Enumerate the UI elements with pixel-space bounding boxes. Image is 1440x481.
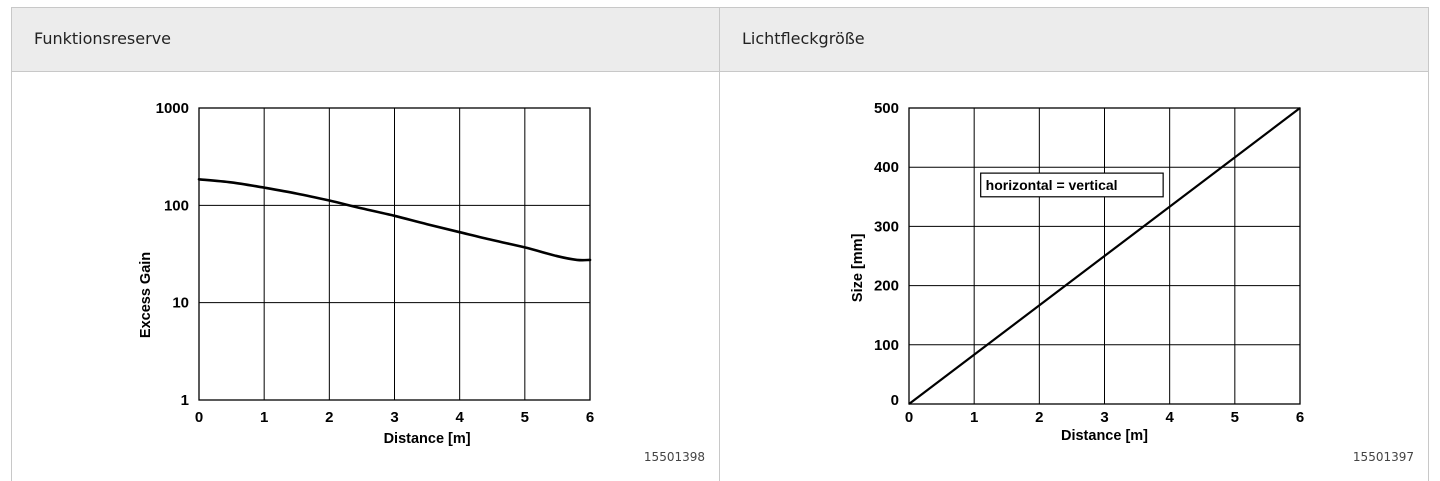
- x-tick-label: 1: [970, 409, 978, 426]
- x-axis-label: Distance [m]: [1061, 428, 1148, 444]
- x-tick-label: 2: [1035, 409, 1043, 426]
- y-tick-label: 300: [874, 218, 899, 235]
- y-tick-label: 0: [891, 392, 899, 409]
- x-tick-label: 6: [1296, 409, 1304, 426]
- x-tick-label: 4: [1165, 409, 1174, 426]
- y-tick-label: 200: [874, 278, 899, 295]
- y-tick-label: 100: [874, 337, 899, 354]
- x-tick-labels: 0 1 2 3 4 5 6: [905, 409, 1304, 426]
- y-tick-labels: 0 100 200 300 400 500: [874, 100, 899, 409]
- annotation-label: horizontal = vertical: [986, 177, 1118, 193]
- x-tick-label: 5: [1231, 409, 1239, 426]
- y-tick-label: 400: [874, 159, 899, 176]
- y-axis-label: Size [mm]: [850, 233, 866, 302]
- x-tick-label: 0: [905, 409, 913, 426]
- x-tick-label: 3: [1100, 409, 1108, 426]
- y-tick-label: 500: [874, 100, 899, 117]
